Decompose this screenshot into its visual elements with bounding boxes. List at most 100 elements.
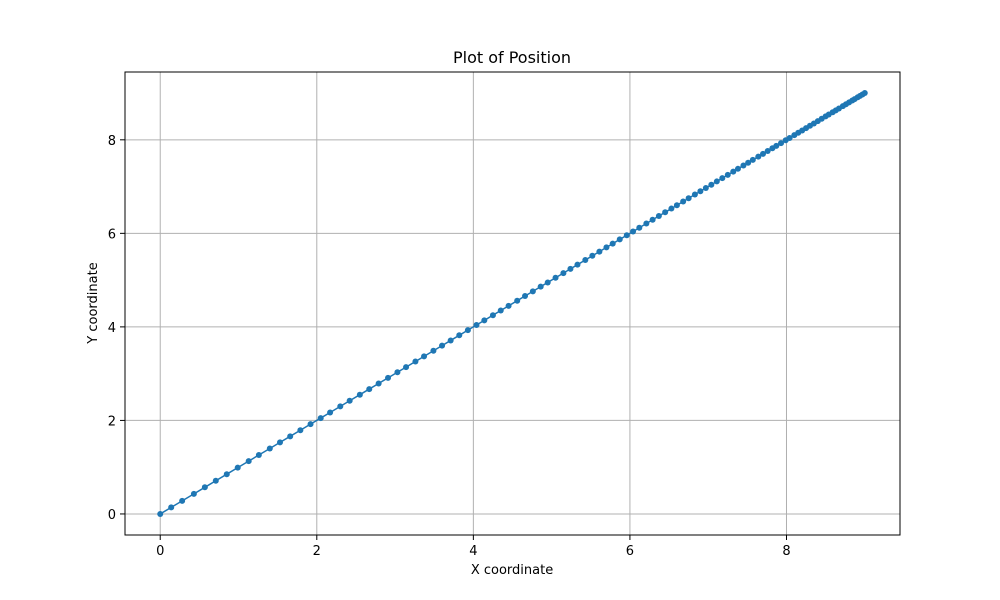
data-point [366,386,373,393]
data-point [212,477,219,484]
axes-frame [124,71,901,536]
data-point [529,288,536,295]
series-layer [157,90,868,517]
data-point [582,257,589,264]
x-tick-label: 6 [626,544,634,559]
x-axis-ticks: 0 2 4 6 8 [156,535,791,559]
data-point [317,415,324,422]
data-point [234,464,241,471]
data-point [375,380,382,387]
data-point [287,433,294,440]
data-point [749,156,756,163]
data-point [685,195,692,202]
data-point [708,181,715,188]
data-point [464,327,471,334]
data-point [277,439,283,446]
data-point [456,332,463,339]
x-tick-label: 2 [313,544,321,559]
data-point [514,297,521,304]
data-point [623,232,630,239]
data-point [609,240,616,247]
data-point [691,191,698,198]
data-point [489,312,496,319]
data-point [755,153,762,160]
data-point [356,391,363,398]
data-point [297,427,304,434]
data-point [394,369,401,376]
data-point [190,490,197,497]
data-point [412,358,419,365]
data-point [861,90,868,97]
data-point [630,228,637,235]
x-tick-label: 0 [156,544,164,559]
data-point [497,307,504,314]
data-point [730,168,737,175]
data-point [673,202,680,209]
data-point [778,140,785,147]
data-point [740,162,747,169]
data-point [346,397,353,404]
data-point [668,205,675,212]
data-point [662,209,669,216]
data-point [786,134,793,141]
data-point [636,224,643,231]
data-point [421,353,428,360]
data-point [760,150,767,157]
data-point [223,471,230,478]
data-point [157,510,164,517]
data-point [697,188,704,195]
data-point [544,279,551,286]
x-axis-label: X coordinate [471,563,553,578]
y-axis-label: Y coordinate [86,262,101,344]
data-point [745,159,752,166]
data-point [337,403,344,410]
y-tick-label: 4 [108,321,116,336]
data-point [649,216,656,223]
data-point [505,302,512,309]
data-point [719,175,726,182]
data-point [773,142,780,149]
data-point [537,283,544,290]
data-point [447,337,454,344]
data-point [596,248,603,255]
data-point [255,452,262,459]
y-tick-label: 6 [108,227,116,242]
y-tick-label: 2 [108,414,116,429]
data-point [655,213,662,220]
data-point [724,171,731,178]
x-tick-label: 8 [782,544,790,559]
data-point [473,322,480,329]
data-point [702,184,709,191]
y-tick-label: 0 [108,508,116,523]
data-point [713,178,720,185]
data-point [481,317,488,324]
data-point [307,421,314,428]
data-point [327,409,334,416]
data-point [522,293,529,300]
data-point [680,198,687,205]
data-point [552,274,559,281]
x-tick-label: 4 [469,544,477,559]
grid-lines [125,72,900,535]
data-point [179,497,186,504]
data-point [168,504,175,511]
data-point [266,445,273,452]
data-point [734,165,741,172]
data-point [245,458,252,465]
data-point [567,265,574,272]
data-point [589,252,596,259]
data-point [643,220,650,227]
data-point [403,364,410,371]
data-point [603,244,610,251]
data-point [574,261,581,268]
data-point [385,374,392,381]
data-point [430,347,437,354]
data-point [201,484,208,491]
data-point [764,148,771,155]
data-point [439,342,446,349]
data-point [616,236,623,243]
data-point [560,270,567,277]
